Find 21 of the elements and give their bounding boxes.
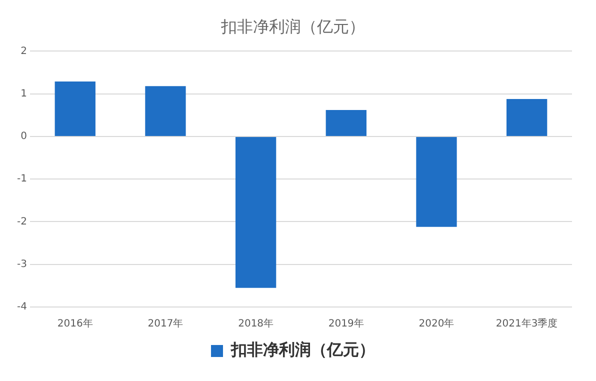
chart-title: 扣非净利润（亿元） [220,16,365,36]
bar [326,110,366,136]
bar [416,136,457,227]
y-tick-label: -1 [16,174,27,185]
legend-label: 扣非净利润（亿元） [230,340,375,360]
y-tick-label: -2 [16,216,27,228]
x-tick-label: 2021年3季度 [496,318,558,330]
x-tick-label: 2016年 [57,318,93,330]
x-tick-label: 2019年 [328,318,364,330]
y-tick-label: 0 [20,131,27,142]
y-tick-label: -4 [16,302,27,313]
y-tick-label: -3 [16,258,27,270]
bar [235,136,276,288]
bar [54,81,96,136]
y-tick-label: 1 [20,88,27,100]
x-tick-label: 2020年 [418,318,454,330]
x-tick-label: 2017年 [148,318,184,330]
x-tick-label: 2018年 [238,318,274,330]
y-tick-label: 2 [20,46,27,57]
bar [506,98,548,136]
bar [145,86,186,136]
